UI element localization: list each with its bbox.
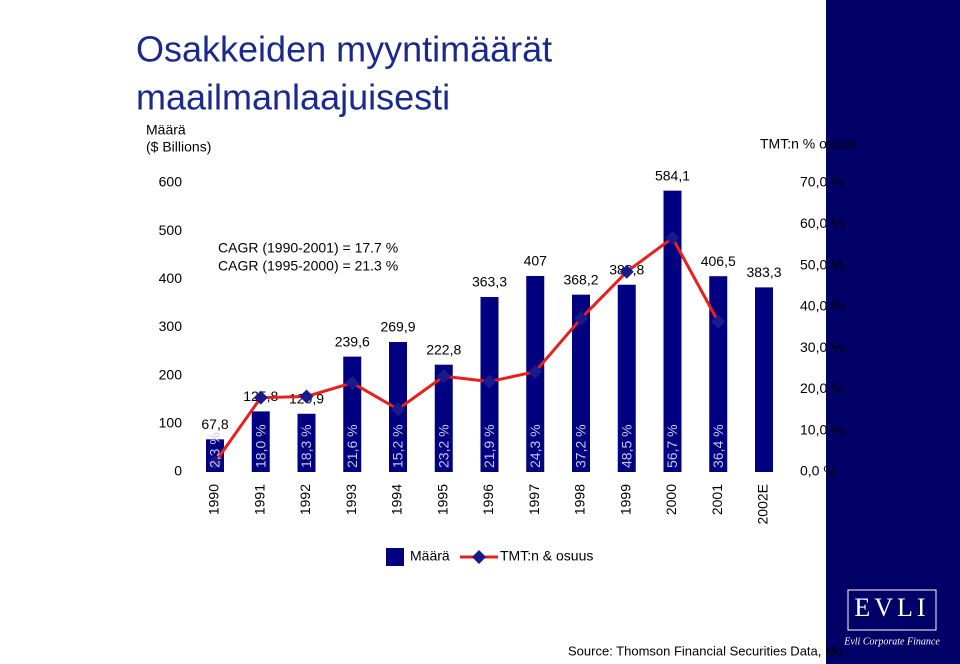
- line-label: 18,0 %: [252, 424, 268, 468]
- legend-label: TMT:n & osuus: [500, 548, 593, 564]
- marker: [528, 364, 543, 379]
- line-label: 24,3 %: [527, 424, 543, 468]
- bar-label: 67,8: [201, 416, 228, 432]
- bar-label: 407: [524, 253, 548, 269]
- marker: [299, 389, 314, 404]
- line-label: 23,2 %: [435, 424, 451, 468]
- x-tick-label: 1999: [617, 484, 633, 515]
- bar: [297, 413, 316, 472]
- bar-label: 584,1: [655, 167, 690, 183]
- logo-box: [847, 589, 937, 631]
- y-tick-label: 500: [159, 222, 183, 238]
- x-tick-label: 1993: [343, 484, 359, 515]
- y2-tick-label: 70,0 %: [800, 174, 844, 190]
- marker: [391, 402, 405, 417]
- x-tick-label: 2001: [709, 484, 725, 515]
- bar-label: 239,6: [335, 333, 370, 349]
- marker: [208, 455, 222, 470]
- annotation: CAGR (1995-2000) = 21.3 %: [218, 258, 398, 274]
- x-tick-label: 1992: [297, 484, 313, 515]
- marker: [619, 264, 634, 279]
- x-tick-label: 1998: [572, 484, 588, 515]
- y2-tick-label: 50,0 %: [800, 256, 844, 272]
- bar-label: 363,3: [472, 274, 507, 290]
- sidebar: [826, 0, 960, 664]
- y2-label: TMT:n % osuus: [760, 136, 856, 152]
- source: Source: Thomson Financial Securities Dat…: [568, 643, 843, 658]
- x-tick-label: 1991: [251, 484, 267, 515]
- y2-tick-label: 40,0 %: [800, 298, 844, 314]
- x-tick-label: 1995: [434, 484, 450, 515]
- line-label: 18,3 %: [298, 424, 314, 468]
- bar: [434, 364, 453, 472]
- marker: [711, 314, 726, 329]
- bar: [709, 276, 728, 472]
- bar: [617, 284, 636, 472]
- chart-title: Osakkeiden myyntimäärät: [136, 29, 552, 70]
- logo: EVLI: [854, 593, 929, 622]
- marker: [436, 369, 451, 384]
- x-tick-label: 2002E: [755, 484, 771, 524]
- marker: [665, 230, 680, 245]
- y-tick-label: 200: [159, 366, 183, 382]
- bar: [251, 411, 270, 472]
- marker: [345, 375, 360, 390]
- bar: [755, 287, 773, 472]
- marker: [253, 390, 268, 405]
- line-label: 21,6 %: [344, 424, 360, 468]
- y2-tick-label: 0,0 %: [800, 463, 836, 479]
- line-label: 15,2 %: [390, 424, 406, 468]
- y-label: ($ Billions): [146, 139, 211, 155]
- chart-title: maailmanlaajuisesti: [136, 77, 450, 118]
- legend-marker: [472, 550, 486, 564]
- logo-subtitle: Evli Corporate Finance: [843, 636, 940, 647]
- line-label: 37,2 %: [573, 424, 589, 468]
- bar-label: 368,2: [563, 271, 598, 287]
- bar: [663, 190, 682, 472]
- y2-tick-label: 20,0 %: [800, 380, 844, 396]
- y-tick-label: 0: [174, 463, 182, 479]
- bar-label: 222,8: [426, 341, 461, 357]
- y2-tick-label: 30,0 %: [800, 339, 844, 355]
- marker: [482, 374, 497, 389]
- x-tick-label: 1990: [206, 484, 222, 515]
- marker: [574, 311, 588, 326]
- y-tick-label: 300: [159, 318, 183, 334]
- legend-swatch: [386, 548, 404, 566]
- legend-label: Määrä: [410, 548, 450, 564]
- y2-tick-label: 10,0 %: [800, 421, 844, 437]
- x-tick-label: 1997: [526, 484, 542, 515]
- y-tick-label: 100: [159, 415, 183, 431]
- bar-label: 269,9: [380, 319, 415, 335]
- line-label: 48,5 %: [618, 424, 634, 468]
- x-tick-label: 1996: [480, 484, 496, 515]
- line-label: 56,7 %: [664, 424, 680, 468]
- x-tick-label: 1994: [389, 484, 405, 515]
- y-tick-label: 400: [159, 270, 183, 286]
- bar-label: 383,3: [746, 264, 781, 280]
- line-label: 21,9 %: [481, 424, 497, 468]
- y-tick-label: 600: [159, 174, 183, 190]
- x-tick-label: 2000: [663, 484, 679, 515]
- line-label: 2,3 %: [207, 432, 223, 468]
- annotation: CAGR (1990-2001) = 17.7 %: [218, 240, 398, 256]
- line: [213, 235, 720, 464]
- y-label: Määrä: [146, 122, 186, 138]
- y2-tick-label: 60,0 %: [800, 215, 844, 231]
- bar-label: 406,5: [701, 253, 736, 269]
- bar: [572, 294, 590, 472]
- line-label: 36,4 %: [710, 424, 726, 468]
